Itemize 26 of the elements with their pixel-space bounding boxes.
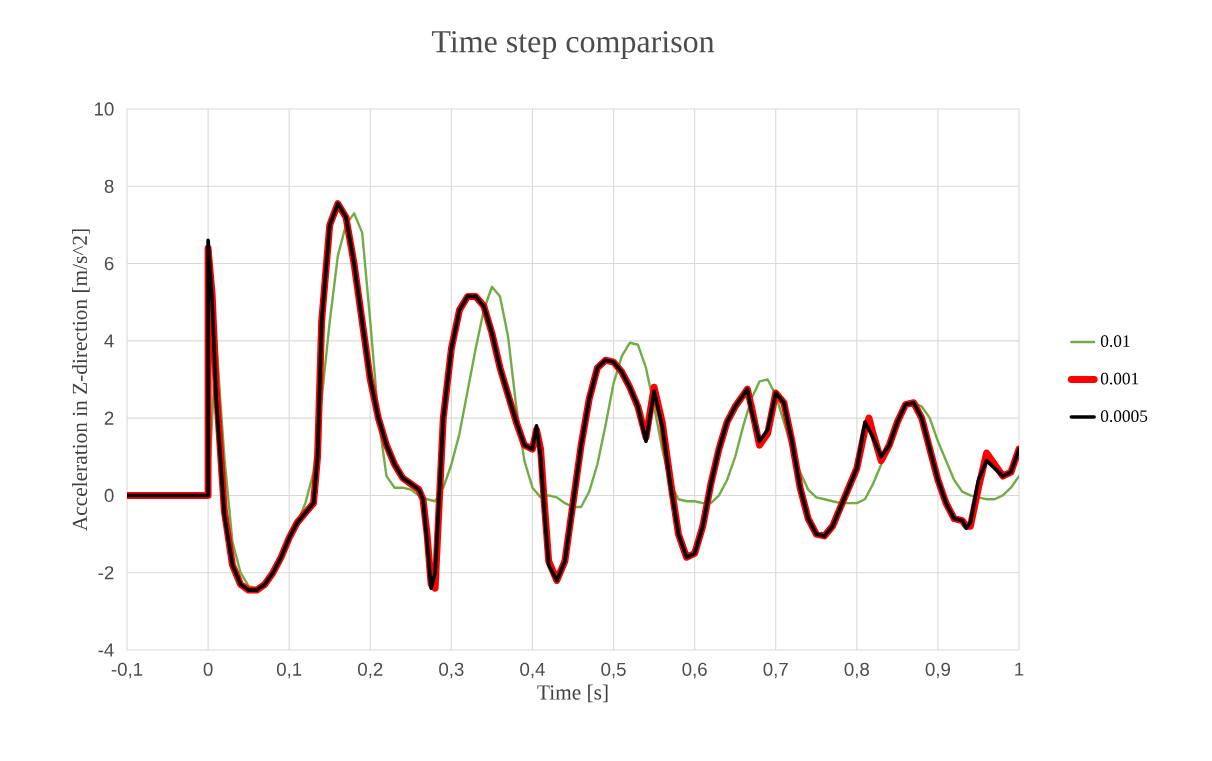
y-tick-label: 8 (104, 179, 114, 193)
x-tick-label: 0,1 (276, 662, 302, 679)
x-tick-label: 0,9 (925, 662, 951, 679)
x-tick-label: 0,6 (682, 662, 707, 679)
x-tick-label: 0,2 (358, 662, 383, 679)
y-tick-label: 6 (104, 256, 114, 271)
legend-label: 0.0005 (1100, 410, 1148, 423)
x-tick-label: 0,7 (763, 662, 788, 679)
y-tick-label: -2 (98, 566, 114, 580)
x-tick-label: 0,3 (439, 662, 464, 679)
chart-title: Time step comparison (431, 30, 715, 59)
y-tick-label: 0 (104, 488, 114, 503)
legend-label: 0.01 (1100, 335, 1130, 347)
y-tick-label: 2 (104, 411, 114, 425)
legend-label: 0.001 (1100, 372, 1139, 385)
y-tick-label: 4 (104, 334, 114, 348)
x-tick-label: 0 (203, 662, 213, 676)
y-tick-label: 10 (94, 102, 114, 116)
x-tick-label: 0,8 (844, 662, 869, 679)
x-tick-label: -0,1 (111, 662, 143, 679)
x-tick-label: 0,5 (601, 662, 626, 679)
y-axis-title: Acceleration in Z-direction [m/s^2] (72, 229, 90, 531)
y-tick-label: -4 (98, 643, 114, 657)
x-axis-title: Time [s] (537, 684, 608, 703)
x-tick-label: 0,4 (520, 662, 545, 679)
x-tick-label: 1 (1015, 662, 1024, 676)
